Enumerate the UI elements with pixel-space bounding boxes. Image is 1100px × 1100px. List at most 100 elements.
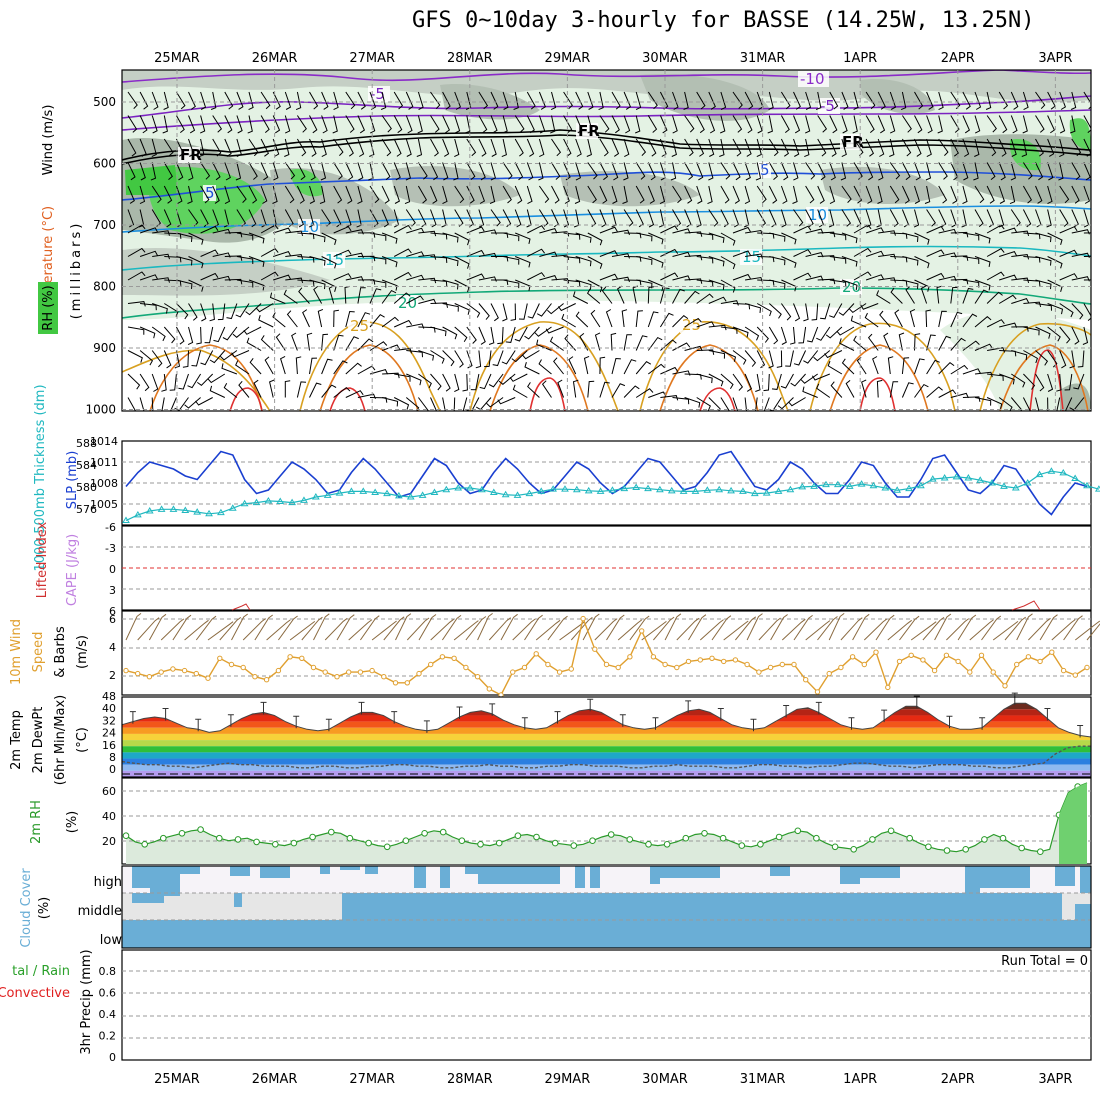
cloud-middle-end [1075, 904, 1091, 920]
contour-label-bg [576, 123, 598, 139]
wind-barb [393, 115, 403, 134]
wind-barb [1010, 91, 1019, 110]
wind10-marker [1072, 672, 1079, 678]
thickness-marker [1000, 482, 1008, 489]
wind-barb [478, 138, 487, 157]
wind-barb [295, 356, 302, 375]
wind-barb [926, 91, 934, 110]
wind-barb [1071, 138, 1082, 157]
dewpoint-line [121, 745, 1091, 769]
wind-barb [684, 115, 695, 133]
wind10-barb [453, 620, 479, 641]
wind10-marker [521, 664, 528, 671]
wind-barb [769, 279, 786, 289]
wind-barb [199, 138, 205, 158]
minmax-bar [848, 717, 855, 730]
wind-barb [1010, 209, 1021, 227]
date-label-bottom: 31MAR [740, 1072, 786, 1087]
wind-barb [575, 256, 592, 267]
wind-barb [260, 271, 279, 281]
wind-barb [768, 138, 779, 157]
wind-barb [647, 311, 659, 328]
wind-barb [621, 309, 628, 328]
wind-barb [430, 397, 438, 411]
wind-barb [986, 397, 1003, 409]
wind-barb [623, 91, 632, 110]
wind-barb [684, 317, 702, 328]
wind-barb [209, 350, 226, 364]
wind10-tick: 4 [109, 641, 116, 654]
wind-barb [1035, 279, 1052, 290]
wind-barb [790, 373, 806, 387]
cloud-high [440, 866, 450, 888]
wind-barb [793, 162, 799, 181]
wind-barb [586, 138, 592, 157]
wind-barb [998, 91, 1009, 110]
wind-barb [755, 397, 758, 411]
cloud-high [150, 866, 180, 896]
thickness-marker [561, 485, 569, 492]
wind-barb [568, 356, 577, 375]
contour-label-bg [348, 318, 370, 334]
wind-barb [744, 115, 753, 134]
wind-barb [599, 138, 609, 157]
wind-barb [139, 373, 150, 392]
wind-barb [285, 277, 304, 284]
wind-barb [1022, 162, 1033, 180]
wind-barb [817, 209, 825, 228]
wind10-marker [322, 669, 328, 675]
minmax-bar [1077, 724, 1084, 738]
wind10-barb [277, 615, 298, 641]
wind-barb [210, 91, 217, 110]
wind-barb [623, 162, 629, 181]
wind-barb [484, 350, 492, 368]
wind-barb [200, 303, 207, 322]
wind-barb [1035, 256, 1052, 266]
wind-barb [264, 356, 274, 375]
wind-barb [1069, 397, 1085, 411]
wind-barb [333, 162, 343, 180]
wind10-barb [922, 617, 945, 641]
wind-barb [319, 185, 326, 204]
thickness-marker [489, 488, 498, 496]
wind-barb [696, 293, 714, 304]
date-label-top: 2APR [941, 51, 975, 66]
ylabel-lifted: Lifted Index [35, 521, 50, 598]
wind-barb [624, 256, 642, 262]
wind10-tick: 2 [109, 669, 116, 682]
wind-barb [768, 162, 778, 180]
wind10-marker [252, 674, 258, 680]
wind-barb [830, 381, 843, 398]
thickness-marker [952, 472, 961, 480]
wind-barb [238, 380, 250, 398]
wind-barb [209, 385, 226, 398]
wind10-barb [406, 617, 430, 641]
wind10-barb [512, 618, 536, 641]
rh2m-marker [906, 834, 914, 842]
wind-barb [575, 279, 592, 290]
wind-barb [845, 380, 855, 398]
wind-barb [1070, 91, 1077, 110]
cloud-high [180, 866, 200, 874]
wind-barb [139, 115, 148, 134]
wind-barb [962, 287, 974, 304]
wind-barb [296, 185, 305, 204]
wind-barb [1022, 91, 1029, 111]
wind-barb [572, 379, 579, 398]
wind-barb [309, 185, 316, 204]
thickness-marker [822, 480, 830, 488]
wind-barb [611, 357, 621, 375]
thickness-marker [774, 487, 783, 494]
wind-barb [1011, 326, 1029, 332]
wind-barb [478, 162, 486, 181]
wind-barb [986, 185, 995, 204]
wind-barb [599, 356, 606, 375]
wind-barb [647, 209, 655, 228]
wind-barb [309, 382, 322, 398]
wind-barb [763, 397, 770, 411]
wind-barb [490, 91, 499, 110]
wind-barb [442, 303, 459, 312]
wind-barb [974, 185, 985, 204]
contour-label-bg [178, 147, 200, 163]
wind-barb [152, 230, 170, 236]
